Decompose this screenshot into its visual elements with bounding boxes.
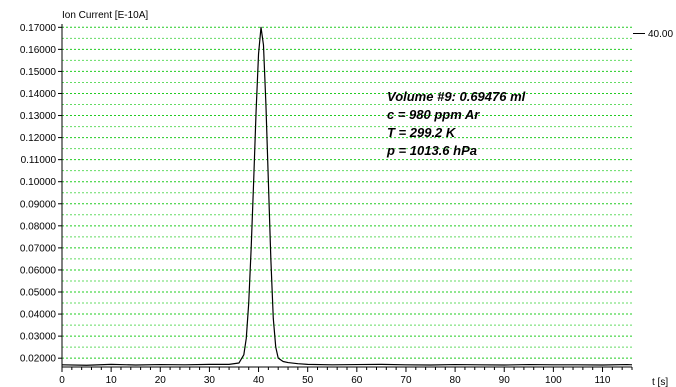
y-tick-label: 0.15000 xyxy=(20,67,57,78)
x-tick-label: 60 xyxy=(351,375,363,386)
y-tick-label: 0.17000 xyxy=(20,23,57,34)
y-tick-label: 0.11000 xyxy=(21,155,57,166)
y-tick-label: 0.14000 xyxy=(20,89,57,100)
x-tick-label: 40 xyxy=(253,375,265,386)
x-tick-label: 30 xyxy=(204,375,216,386)
ion-current-series-line xyxy=(61,26,633,366)
x-tick-label: 20 xyxy=(155,375,167,386)
annotation-temperature: T = 299.2 K xyxy=(387,125,457,140)
y-tick-label: 0.03000 xyxy=(20,332,57,343)
y-tick-label: 0.12000 xyxy=(20,133,57,144)
x-tick-label: 110 xyxy=(595,375,611,386)
x-tick-label: 0 xyxy=(59,375,65,386)
x-tick-label: 70 xyxy=(400,375,412,386)
y-tick-label: 0.04000 xyxy=(20,310,57,321)
right-marker-label: 40.00 xyxy=(648,29,673,40)
x-tick-label: 50 xyxy=(302,375,314,386)
y-tick-label: 0.13000 xyxy=(20,111,57,122)
x-tick-label: 90 xyxy=(499,375,511,386)
x-tick-label: 10 xyxy=(106,375,118,386)
y-tick-label: 0.06000 xyxy=(20,265,57,276)
y-tick-label: 0.07000 xyxy=(20,243,57,254)
y-tick-label: 0.09000 xyxy=(20,199,57,210)
y-tick-label: 0.10000 xyxy=(20,177,57,188)
annotation-volume: Volume #9: 0.69476 ml xyxy=(387,89,526,104)
y-tick-label: 0.02000 xyxy=(20,354,57,365)
x-tick-label: 100 xyxy=(545,375,562,386)
y-tick-label: 0.08000 xyxy=(20,221,57,232)
annotation-concentration: c = 980 ppm Ar xyxy=(387,107,480,122)
x-axis-title: t [s] xyxy=(652,377,668,387)
y-axis-title: Ion Current [E-10A] xyxy=(62,10,148,21)
y-tick-label: 0.05000 xyxy=(20,288,57,299)
x-tick-label: 80 xyxy=(450,375,462,386)
y-tick-label: 0.16000 xyxy=(20,45,57,56)
annotation-pressure: p = 1013.6 hPa xyxy=(386,143,477,158)
